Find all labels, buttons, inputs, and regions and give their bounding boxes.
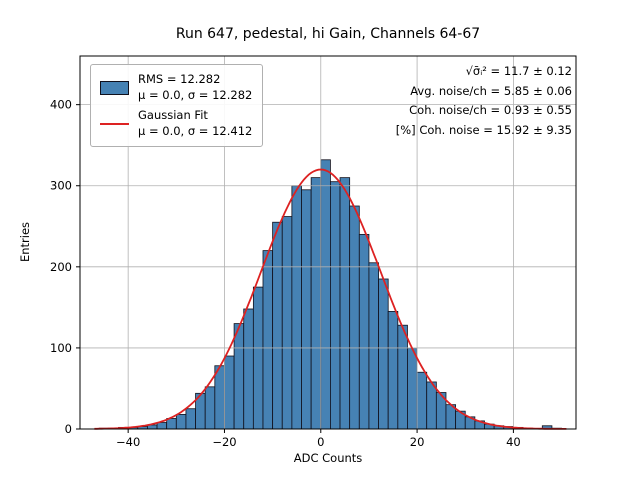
y-tick-label: 100 (50, 341, 72, 355)
histogram-bar (204, 386, 216, 430)
x-tick-label: 0 (317, 435, 324, 449)
legend-fit-mu-sigma-label: μ = 0.0, σ = 12.412 (138, 123, 253, 138)
x-tick-label: −40 (116, 435, 140, 449)
stat-sqrt-sigma: √σ̄ᵢ² = 11.7 ± 0.12 (465, 64, 572, 78)
x-tick-label: 40 (506, 435, 521, 449)
x-tick-label: −20 (212, 435, 236, 449)
histogram-bar (224, 355, 235, 430)
histogram-bar (416, 371, 428, 430)
legend-entry-fit: Gaussian Fit μ = 0.0, σ = 12.412 (100, 108, 252, 139)
histogram-bar (320, 159, 331, 430)
histogram-swatch (100, 80, 129, 95)
histogram-bar (262, 250, 274, 430)
histogram-bar (214, 365, 225, 430)
stats-annotations: √σ̄ᵢ² = 11.7 ± 0.12 Avg. noise/ch = 5.85… (396, 62, 572, 140)
legend-rms-label: RMS = 12.282 (138, 72, 221, 86)
histogram-bar (243, 308, 254, 430)
legend-fit-text: Gaussian Fit μ = 0.0, σ = 12.412 (138, 108, 252, 139)
histogram-bar (166, 418, 177, 430)
histogram-bar (358, 233, 370, 430)
stat-pct-coh-noise: [%] Coh. noise = 15.92 ± 9.35 (395, 122, 572, 137)
legend-entry-histogram: RMS = 12.282 μ = 0.0, σ = 12.282 (100, 72, 252, 103)
legend-hist-mu-sigma-label: μ = 0.0, σ = 12.282 (138, 87, 253, 102)
histogram-bar (233, 323, 245, 430)
histogram-bar (156, 422, 168, 430)
histogram-bar (407, 347, 418, 430)
y-axis-label: Entries (18, 221, 32, 263)
gaussian-fit-curve (94, 168, 567, 430)
x-tick-label: 20 (410, 435, 425, 449)
histogram-bar (301, 189, 312, 430)
histogram-bar (397, 324, 408, 430)
axes-spines (79, 55, 577, 430)
histogram-bar (175, 413, 187, 430)
histogram-bar (291, 185, 302, 430)
gaussian-fit-swatch (100, 122, 129, 125)
legend-histogram-text: RMS = 12.282 μ = 0.0, σ = 12.282 (138, 72, 252, 103)
y-tick-label: 400 (50, 98, 72, 112)
y-tick-label: 200 (50, 260, 72, 274)
histogram-bar (330, 181, 341, 430)
histogram-bar (378, 278, 389, 430)
histogram-bar (426, 381, 437, 430)
legend: RMS = 12.282 μ = 0.0, σ = 12.282 Gaussia… (90, 64, 264, 147)
histogram-bar (339, 177, 351, 430)
stat-avg-noise: Avg. noise/ch = 5.85 ± 0.06 (410, 83, 572, 98)
histogram-bar (310, 177, 322, 430)
x-axis-label: ADC Counts (293, 451, 363, 465)
histogram-bar (387, 311, 399, 430)
y-tick-label: 0 (65, 422, 72, 436)
histogram-bar (185, 408, 196, 430)
y-tick-label: 300 (50, 179, 72, 193)
histogram-bar (281, 216, 293, 430)
chart-title: Run 647, pedestal, hi Gain, Channels 64-… (175, 26, 481, 42)
legend-fit-label: Gaussian Fit (138, 108, 208, 122)
histogram-bar (252, 286, 264, 430)
histogram-bar (349, 205, 360, 430)
histogram-bar (272, 221, 283, 430)
stat-coh-noise: Coh. noise/ch = 0.93 ± 0.55 (409, 103, 572, 117)
histogram-bar (368, 262, 379, 430)
